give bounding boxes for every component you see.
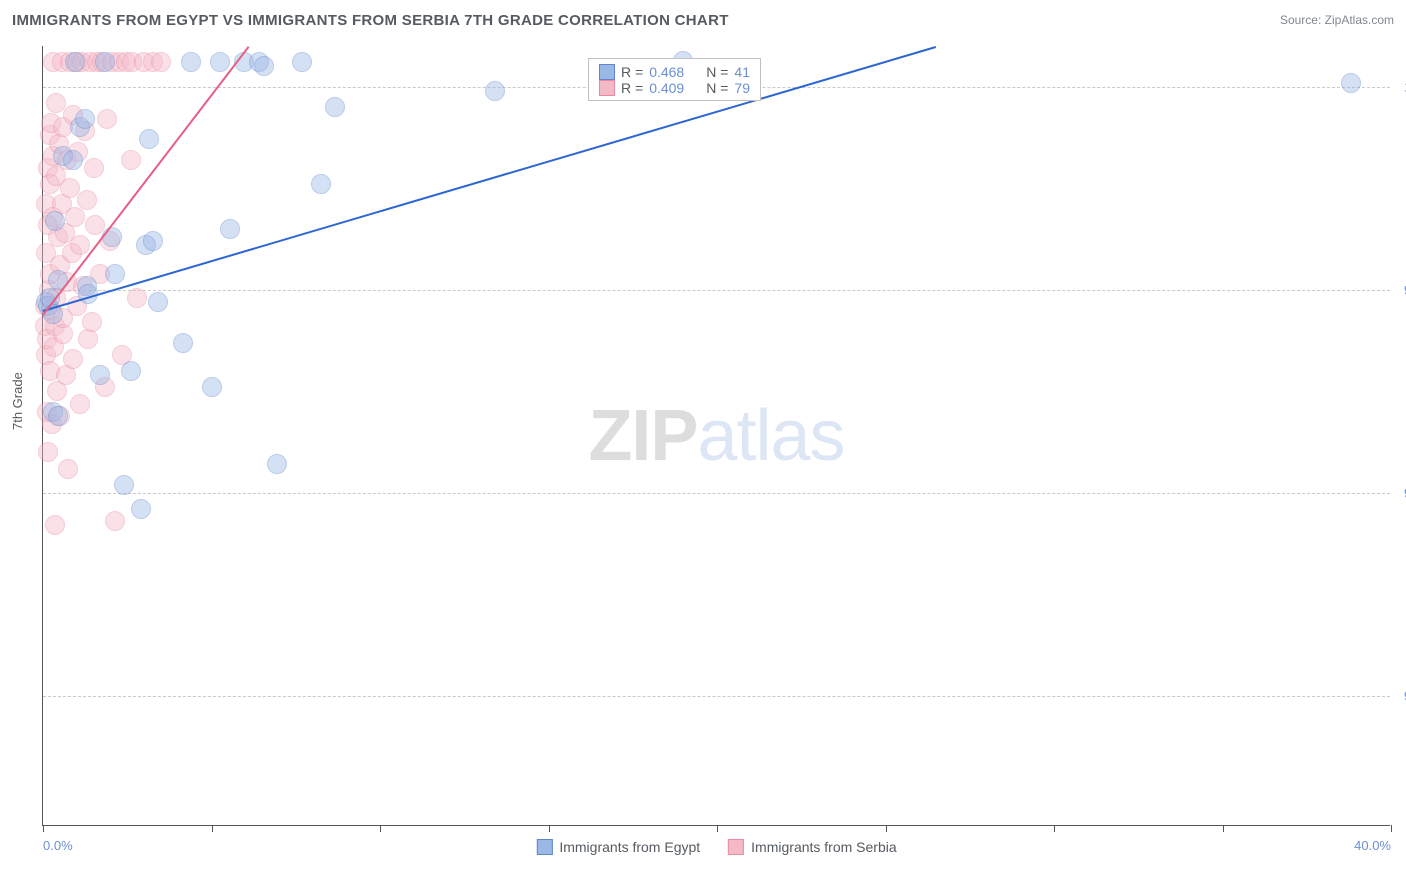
x-tick <box>1391 825 1392 832</box>
data-point <box>77 190 97 210</box>
chart-title: IMMIGRANTS FROM EGYPT VS IMMIGRANTS FROM… <box>12 12 729 29</box>
data-point <box>97 109 117 129</box>
data-point <box>105 511 125 531</box>
y-tick-label: 100.0% <box>1394 79 1406 94</box>
chart-header: IMMIGRANTS FROM EGYPT VS IMMIGRANTS FROM… <box>0 0 1406 40</box>
x-tick <box>1223 825 1224 832</box>
data-point <box>48 406 68 426</box>
data-point <box>70 235 90 255</box>
legend-swatch <box>728 839 744 855</box>
data-point <box>148 292 168 312</box>
x-tick <box>549 825 550 832</box>
legend-row: R = 0.468 N = 41 <box>599 64 750 80</box>
legend-row: R = 0.409 N = 79 <box>599 80 750 96</box>
legend-swatch <box>536 839 552 855</box>
x-tick <box>380 825 381 832</box>
data-point <box>127 288 147 308</box>
x-tick <box>43 825 44 832</box>
data-point <box>173 333 193 353</box>
data-point <box>58 459 78 479</box>
watermark: ZIPatlas <box>588 395 844 477</box>
x-tick-label: 0.0% <box>43 838 73 853</box>
data-point <box>325 97 345 117</box>
legend-r-label: R = <box>621 80 643 96</box>
gridline <box>43 290 1390 291</box>
data-point <box>220 219 240 239</box>
legend-swatch <box>599 64 615 80</box>
data-point <box>292 52 312 72</box>
data-point <box>311 174 331 194</box>
data-point <box>181 52 201 72</box>
data-point <box>267 454 287 474</box>
data-point <box>84 158 104 178</box>
data-point <box>70 394 90 414</box>
x-tick-label: 40.0% <box>1354 838 1391 853</box>
data-point <box>254 56 274 76</box>
data-point <box>45 211 65 231</box>
data-point <box>38 442 58 462</box>
watermark-atlas: atlas <box>697 396 844 476</box>
data-point <box>114 475 134 495</box>
scatter-plot: ZIPatlas 92.5%95.0%97.5%100.0%0.0%40.0%R… <box>42 46 1390 826</box>
data-point <box>105 264 125 284</box>
watermark-zip: ZIP <box>588 396 697 476</box>
x-tick <box>717 825 718 832</box>
x-tick <box>212 825 213 832</box>
gridline <box>43 696 1390 697</box>
data-point <box>75 109 95 129</box>
legend-n-label: N = <box>706 80 728 96</box>
data-point <box>151 52 171 72</box>
data-point <box>121 150 141 170</box>
data-point <box>139 129 159 149</box>
legend-r-label: R = <box>621 64 643 80</box>
y-tick-label: 97.5% <box>1394 282 1406 297</box>
legend-n-label: N = <box>706 64 728 80</box>
series-legend: Immigrants from Egypt Immigrants from Ser… <box>536 839 896 855</box>
series-name: Immigrants from Serbia <box>751 839 896 855</box>
legend-r-value: 0.468 <box>649 64 684 80</box>
data-point <box>121 361 141 381</box>
legend-n-value: 41 <box>734 64 750 80</box>
y-tick-label: 95.0% <box>1394 485 1406 500</box>
series-name: Immigrants from Egypt <box>559 839 700 855</box>
correlation-legend: R = 0.468 N = 41 R = 0.409 N = 79 <box>588 58 761 101</box>
data-point <box>1341 73 1361 93</box>
y-tick-label: 92.5% <box>1394 689 1406 704</box>
data-point <box>131 499 151 519</box>
data-point <box>63 150 83 170</box>
series-legend-item: Immigrants from Serbia <box>728 839 896 855</box>
data-point <box>95 52 115 72</box>
data-point <box>485 81 505 101</box>
data-point <box>63 349 83 369</box>
x-tick <box>886 825 887 832</box>
gridline <box>43 493 1390 494</box>
legend-n-value: 79 <box>734 80 750 96</box>
data-point <box>143 231 163 251</box>
data-point <box>82 312 102 332</box>
data-point <box>65 52 85 72</box>
y-axis-label: 7th Grade <box>10 372 25 430</box>
series-legend-item: Immigrants from Egypt <box>536 839 700 855</box>
x-tick <box>1054 825 1055 832</box>
chart-source: Source: ZipAtlas.com <box>1280 13 1394 27</box>
data-point <box>210 52 230 72</box>
legend-r-value: 0.409 <box>649 80 684 96</box>
data-point <box>102 227 122 247</box>
data-point <box>90 365 110 385</box>
legend-swatch <box>599 80 615 96</box>
data-point <box>45 515 65 535</box>
data-point <box>202 377 222 397</box>
